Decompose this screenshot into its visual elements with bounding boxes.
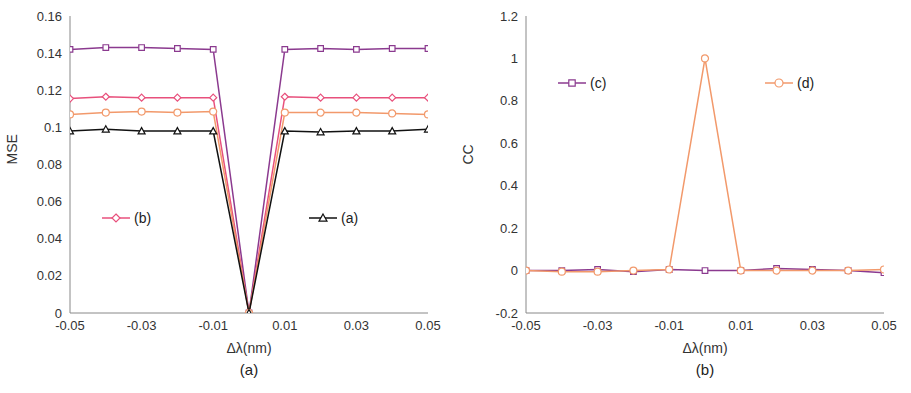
svg-text:0.01: 0.01 (272, 318, 297, 333)
svg-text:1.2: 1.2 (500, 9, 518, 24)
html-text:(b): (b) (134, 210, 152, 226)
svg-text:-0.01: -0.01 (198, 318, 228, 333)
svg-text:0.14: 0.14 (37, 46, 62, 61)
svg-text:0.8: 0.8 (500, 93, 518, 108)
svg-text:0.05: 0.05 (871, 318, 896, 333)
svg-text:0: 0 (55, 306, 62, 321)
svg-text:0.05: 0.05 (415, 318, 440, 333)
svg-text:Δλ(nm): Δλ(nm) (226, 340, 271, 356)
svg-text:-0.05: -0.05 (55, 318, 85, 334)
svg-text:0.06: 0.06 (37, 194, 62, 209)
html-text:(c): (c) (590, 75, 607, 91)
svg-text:0.6: 0.6 (500, 136, 518, 151)
svg-text:-0.2: -0.2 (496, 306, 518, 321)
svg-text:0.4: 0.4 (500, 178, 518, 193)
svg-text:0.2: 0.2 (500, 221, 518, 236)
svg-text:-0.03: -0.03 (127, 318, 157, 333)
html-text:(d): (d) (797, 75, 815, 91)
svg-text:0.03: 0.03 (800, 318, 825, 333)
svg-text:0.12: 0.12 (37, 83, 62, 98)
svg-text:0.03: 0.03 (344, 318, 369, 333)
svg-text:0: 0 (511, 263, 518, 278)
svg-text:MSE: MSE (4, 134, 20, 164)
html-text:(b): (b) (695, 361, 715, 378)
svg-text:0.01: 0.01 (728, 318, 753, 333)
svg-text:CC: CC (460, 144, 476, 164)
svg-text:Δλ(nm): Δλ(nm) (682, 340, 727, 356)
html-text:(a): (a) (341, 210, 359, 226)
svg-text:0.1: 0.1 (44, 120, 62, 135)
svg-text:0.16: 0.16 (37, 9, 62, 24)
svg-text:-0.01: -0.01 (654, 318, 684, 333)
svg-text:0.04: 0.04 (37, 231, 62, 246)
svg-text:-0.03: -0.03 (583, 318, 613, 333)
html-text:(a): (a) (239, 361, 259, 378)
svg-text:1: 1 (511, 51, 518, 66)
svg-text:-0.05: -0.05 (511, 318, 541, 334)
svg-text:0.08: 0.08 (37, 157, 62, 172)
svg-text:0.02: 0.02 (37, 268, 62, 283)
